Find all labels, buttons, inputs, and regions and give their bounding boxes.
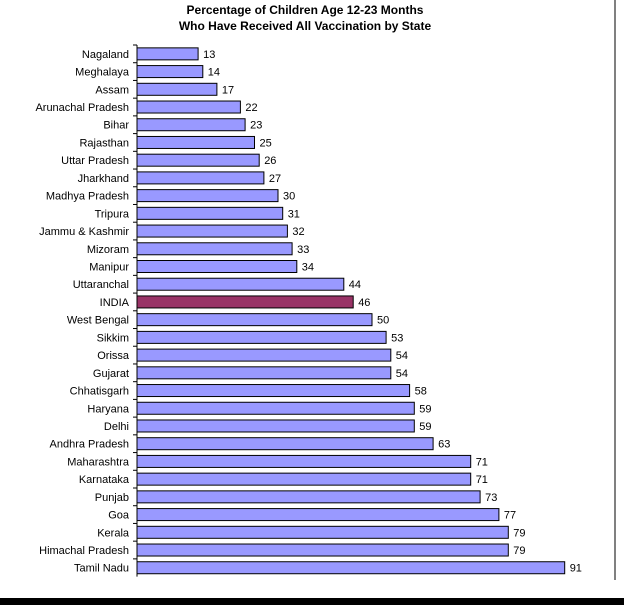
value-label-mizoram: 33 [297, 244, 309, 256]
category-label-uttar-pradesh: Uttar Pradesh [61, 155, 129, 167]
category-label-kerala: Kerala [97, 527, 130, 539]
value-label-kerala: 79 [513, 527, 525, 539]
category-label-arunachal-pradesh: Arunachal Pradesh [35, 102, 129, 114]
chart-subtitle: Who Have Received All Vaccination by Sta… [179, 19, 432, 33]
value-label-karnataka: 71 [476, 474, 488, 486]
footer-bar [0, 598, 624, 605]
value-label-tamil-nadu: 91 [570, 563, 582, 575]
value-label-andhra-pradesh: 63 [438, 439, 450, 451]
category-label-gujarat: Gujarat [93, 368, 129, 380]
bar-bihar [136, 118, 246, 132]
value-label-jammu-and-kashmir: 32 [292, 226, 304, 238]
category-label-manipur: Manipur [89, 262, 129, 274]
category-label-uttaranchal: Uttaranchal [73, 279, 129, 291]
bar-maharashtra [136, 454, 472, 468]
bar-madhya-pradesh [136, 189, 279, 203]
bar-punjab [136, 490, 481, 504]
bar-karnataka [136, 472, 472, 486]
bar-tripura [136, 206, 284, 220]
value-label-haryana: 59 [419, 403, 431, 415]
category-label-bihar: Bihar [103, 120, 129, 132]
category-label-karnataka: Karnataka [79, 474, 130, 486]
bar-kerala [136, 525, 509, 539]
value-label-uttaranchal: 44 [349, 279, 361, 291]
value-label-tripura: 31 [288, 208, 300, 220]
category-label-goa: Goa [108, 510, 130, 522]
category-label-jammu-and-kashmir: Jammu & Kashmir [39, 226, 129, 238]
value-label-madhya-pradesh: 30 [283, 191, 295, 203]
category-label-tripura: Tripura [95, 208, 130, 220]
value-label-bihar: 23 [250, 120, 262, 132]
category-label-meghalaya: Meghalaya [75, 67, 130, 79]
category-label-west-bengal: West Bengal [67, 315, 129, 327]
value-label-goa: 77 [504, 510, 516, 522]
bar-jammu-and-kashmir [136, 224, 288, 238]
plot-area: Nagaland 13 Meghalaya 14 Assam 17 Arunachal Pr… [35, 44, 582, 577]
category-label-delhi: Delhi [104, 421, 129, 433]
value-label-chhatisgarh: 58 [415, 386, 427, 398]
bar-orissa [136, 348, 392, 362]
bar-chhatisgarh [136, 384, 411, 398]
bar-andhra-pradesh [136, 437, 434, 451]
category-label-sikkim: Sikkim [97, 332, 129, 344]
bar-assam [136, 82, 218, 96]
value-label-sikkim: 53 [391, 332, 403, 344]
category-label-assam: Assam [95, 84, 129, 96]
value-label-nagaland: 13 [203, 49, 215, 61]
chart-title: Percentage of Children Age 12-23 Months [187, 3, 424, 17]
bar-goa [136, 508, 500, 522]
category-label-mizoram: Mizoram [87, 244, 129, 256]
category-label-tamil-nadu: Tamil Nadu [74, 563, 129, 575]
value-label-india: 46 [358, 297, 370, 309]
value-label-uttar-pradesh: 26 [264, 155, 276, 167]
value-label-himachal-pradesh: 79 [513, 545, 525, 557]
category-label-orissa: Orissa [97, 350, 130, 362]
category-label-nagaland: Nagaland [82, 49, 129, 61]
category-label-india: INDIA [100, 297, 130, 309]
category-label-punjab: Punjab [95, 492, 129, 504]
category-label-chhatisgarh: Chhatisgarh [70, 386, 129, 398]
value-label-jharkhand: 27 [269, 173, 281, 185]
value-label-arunachal-pradesh: 22 [245, 102, 257, 114]
value-label-rajasthan: 25 [260, 137, 272, 149]
bar-jharkhand [136, 171, 265, 185]
value-label-maharashtra: 71 [476, 456, 488, 468]
value-label-punjab: 73 [485, 492, 497, 504]
value-label-meghalaya: 14 [208, 67, 220, 79]
value-label-assam: 17 [222, 84, 234, 96]
category-label-andhra-pradesh: Andhra Pradesh [50, 439, 130, 451]
bar-india [136, 295, 354, 309]
bar-meghalaya [136, 65, 204, 79]
bar-west-bengal [136, 313, 373, 327]
bar-uttaranchal [136, 277, 345, 291]
value-label-gujarat: 54 [396, 368, 408, 380]
bar-tamil-nadu [136, 561, 566, 575]
bar-uttar-pradesh [136, 153, 260, 167]
category-label-rajasthan: Rajasthan [79, 137, 129, 149]
bar-delhi [136, 419, 415, 433]
bar-gujarat [136, 366, 392, 380]
bar-himachal-pradesh [136, 543, 509, 557]
category-label-haryana: Haryana [87, 403, 129, 415]
bar-manipur [136, 260, 298, 273]
value-label-west-bengal: 50 [377, 315, 389, 327]
bar-sikkim [136, 330, 387, 344]
bar-nagaland [136, 47, 199, 61]
category-label-himachal-pradesh: Himachal Pradesh [39, 545, 129, 557]
bar-arunachal-pradesh [136, 100, 241, 114]
value-label-delhi: 59 [419, 421, 431, 433]
bar-mizoram [136, 242, 293, 256]
value-label-manipur: 34 [302, 262, 314, 274]
category-label-jharkhand: Jharkhand [78, 173, 129, 185]
category-label-madhya-pradesh: Madhya Pradesh [46, 191, 129, 203]
bar-haryana [136, 401, 415, 415]
value-label-orissa: 54 [396, 350, 408, 362]
category-label-maharashtra: Maharashtra [67, 456, 130, 468]
bar-rajasthan [136, 135, 255, 149]
